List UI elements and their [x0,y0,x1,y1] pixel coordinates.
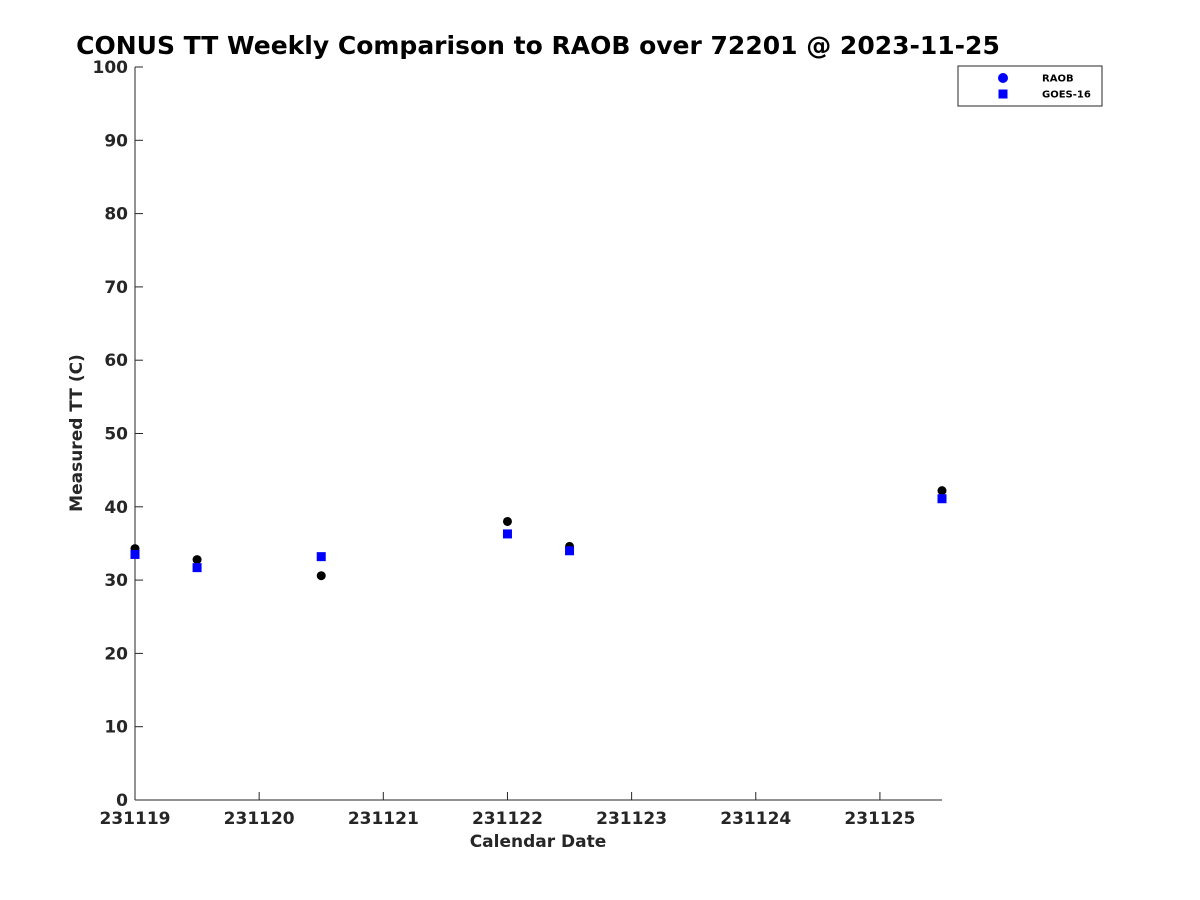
y-tick-label: 70 [104,278,128,298]
raob-point [192,555,202,565]
x-tick-label: 231123 [596,809,667,829]
y-tick-label: 80 [104,205,128,225]
y-tick-label: 0 [116,791,128,811]
legend: RAOB GOES-16 [957,65,1103,107]
y-axis-label: Measured TT (C) [67,354,87,512]
goes16-point [316,552,326,562]
y-tick-label: 50 [104,425,128,445]
plot-area [134,67,942,801]
y-axis-ticks: 0 10 20 30 40 50 60 70 80 90 100 [93,58,143,811]
y-tick-label: 40 [104,498,128,518]
y-tick-label: 100 [93,58,129,78]
x-axis-label: Calendar Date [470,832,607,852]
y-tick-label: 10 [104,718,128,738]
x-tick-label: 231120 [224,809,295,829]
x-tick-label: 231119 [100,809,171,829]
goes16-point [502,529,512,539]
x-tick-label: 231124 [720,809,791,829]
legend-box [957,65,1103,107]
legend-goes16-marker [998,89,1008,99]
series-layer [130,486,947,581]
goes16-point [130,549,140,559]
x-tick-label: 231121 [348,809,419,829]
legend-raob-marker [998,73,1008,83]
chart-title: CONUS TT Weekly Comparison to RAOB over … [76,31,1000,60]
y-tick-label: 30 [104,571,128,591]
raob-point [316,571,326,581]
y-tick-label: 60 [104,351,128,371]
goes16-point [565,546,575,556]
legend-goes16-label: GOES-16 [1042,90,1091,101]
goes16-point [937,494,947,504]
raob-point [502,516,512,526]
x-tick-label: 231125 [844,809,915,829]
legend-raob-label: RAOB [1042,74,1074,85]
y-tick-label: 20 [104,644,128,664]
goes16-point [192,563,202,573]
x-axis-ticks: 231119 231120 231121 231122 231123 231124 2311… [100,792,915,829]
raob-point [937,486,947,496]
y-tick-label: 90 [104,131,128,151]
raob-series [130,486,947,581]
goes-16-series [130,494,947,573]
x-tick-label: 231122 [472,809,543,829]
